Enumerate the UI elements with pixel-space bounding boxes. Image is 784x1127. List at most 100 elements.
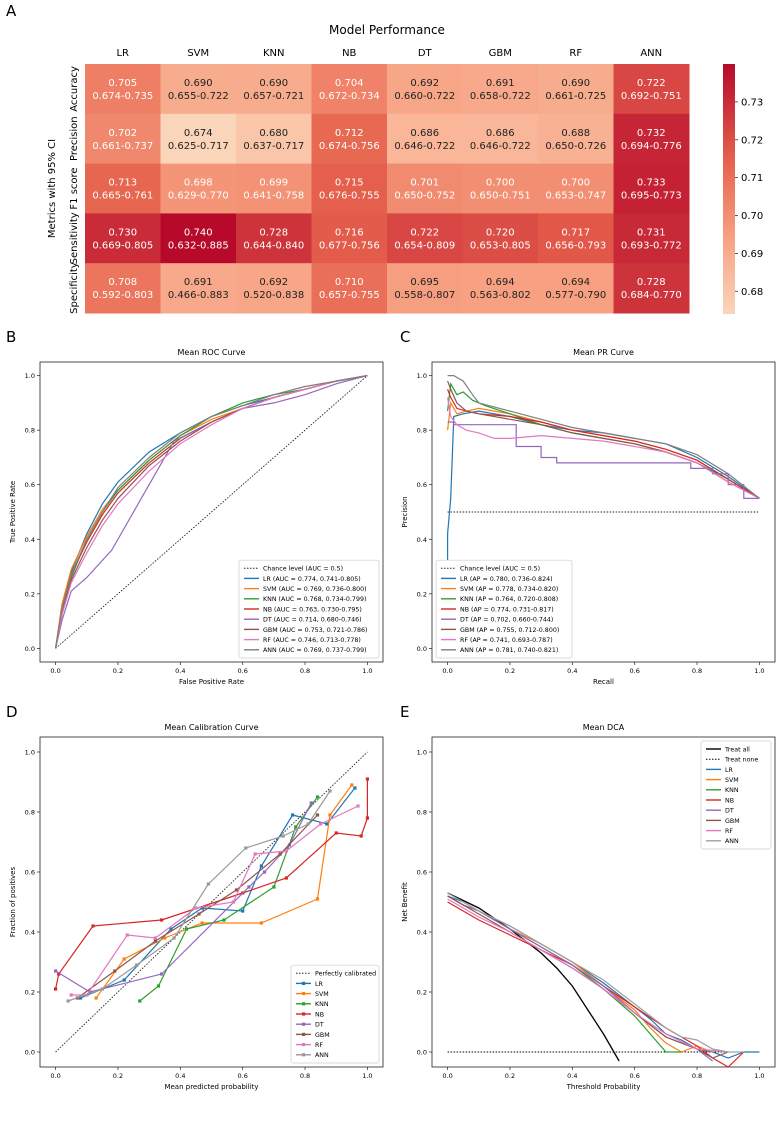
heatmap-cell — [462, 263, 539, 314]
series-marker — [294, 825, 298, 829]
series-marker — [306, 822, 310, 826]
cell-ci-label: 0.661-0.725 — [545, 91, 606, 102]
colorbar-tick-label: 0.69 — [741, 249, 763, 260]
series-marker — [66, 999, 70, 1003]
legend-label: GBM (AUC = 0.753, 0.721-0.786) — [263, 627, 368, 634]
heatmap-cell — [311, 163, 388, 214]
series-marker — [247, 885, 251, 889]
heatmap-cell — [613, 64, 690, 115]
cell-value-label: 0.712 — [335, 128, 364, 139]
legend-label: KNN — [315, 1001, 329, 1008]
heatmap-cell — [462, 213, 539, 264]
heatmap-cell — [236, 213, 312, 264]
series-marker — [222, 918, 226, 922]
row-label-sensitivity: Sensitivity — [69, 212, 80, 264]
plot-frame — [431, 361, 776, 663]
x-tick-label: 0.2 — [113, 667, 123, 675]
legend-label: ANN — [315, 1052, 329, 1059]
reference-line — [55, 375, 368, 649]
cell-value-label: 0.710 — [335, 277, 364, 288]
series-marker — [206, 882, 210, 886]
series-marker — [78, 996, 83, 1000]
legend-label: Perfectly calibrated — [315, 971, 376, 978]
pr-panel: Mean PR Curve 0.0 0.2 0.4 0.6 0.8 1.0 0.0 0.2 0.4… — [401, 348, 776, 686]
series-marker — [284, 876, 288, 880]
cell-ci-label: 0.654-0.809 — [394, 240, 455, 251]
legend-label: SVM (AP = 0.778, 0.734-0.820) — [460, 586, 558, 593]
series-marker — [113, 969, 117, 973]
x-tick-label: 0.0 — [442, 667, 452, 675]
legend-label: NB — [315, 1011, 324, 1018]
x-tick-label: 1.0 — [754, 667, 764, 675]
row-label-precision: Precision — [69, 116, 80, 161]
legend-label: SVM — [315, 991, 329, 998]
y-tick-label: 0.6 — [417, 869, 427, 877]
series-marker — [359, 834, 363, 838]
y-tick-label: 0.4 — [25, 536, 35, 544]
cell-value-label: 0.717 — [561, 227, 590, 238]
legend-label: DT — [725, 808, 734, 815]
x-axis-label: False Positive Rate — [179, 678, 244, 686]
series-marker — [353, 786, 357, 790]
heatmap-cell — [311, 213, 388, 264]
column-label-knn: KNN — [263, 48, 285, 59]
row-label-f1-score: F1 score — [69, 167, 80, 209]
y-tick-label: 0.0 — [25, 645, 35, 653]
cell-ci-label: 0.653-0.805 — [470, 240, 531, 251]
cell-value-label: 0.716 — [335, 227, 364, 238]
series-marker — [160, 918, 164, 922]
series-marker — [259, 864, 263, 868]
cell-ci-label: 0.657-0.755 — [319, 290, 380, 301]
y-axis-label: Net Benefit — [401, 882, 409, 922]
series-marker — [135, 963, 139, 967]
series-marker — [153, 939, 157, 943]
heatmap-ylabel: Metrics with 95% CI — [47, 139, 58, 238]
legend-label: RF (AP = 0.741, 0.693-0.787) — [460, 637, 553, 644]
heatmap-title: Model Performance — [329, 23, 445, 37]
cell-ci-label: 0.665-0.761 — [92, 191, 153, 202]
cell-ci-label: 0.669-0.805 — [92, 240, 153, 251]
legend-label: ANN — [725, 838, 739, 845]
legend-box — [700, 740, 772, 850]
legend-marker — [302, 1002, 306, 1006]
cell-ci-label: 0.650-0.752 — [394, 191, 455, 202]
cell-value-label: 0.722 — [637, 78, 666, 89]
series-marker — [122, 978, 126, 982]
x-tick-label: 0.8 — [692, 667, 702, 675]
y-tick-label: 0.4 — [417, 929, 427, 937]
x-tick-label: 0.2 — [505, 667, 515, 675]
y-tick-label: 1.0 — [417, 749, 427, 757]
series-line-gbm — [447, 380, 760, 499]
reference-line — [55, 751, 368, 1053]
cell-value-label: 0.699 — [259, 178, 288, 189]
series-line-dt — [55, 375, 368, 649]
heatmap-cell — [462, 64, 539, 115]
x-tick-label: 0.4 — [175, 667, 185, 675]
heatmap-cell — [538, 64, 614, 115]
cell-ci-label: 0.629-0.770 — [168, 191, 229, 202]
x-tick-label: 0.0 — [50, 1072, 60, 1080]
cell-value-label: 0.688 — [561, 128, 590, 139]
cell-ci-label: 0.695-0.773 — [621, 191, 682, 202]
series-marker — [184, 927, 189, 931]
legend-label: DT (AP = 0.702, 0.660-0.744) — [460, 617, 553, 624]
x-axis-label: Threshold Probability — [566, 1083, 641, 1091]
legend-label: GBM (AP = 0.755, 0.712-0.800) — [460, 627, 559, 634]
legend-label: KNN (AUC = 0.768, 0.734-0.799) — [263, 596, 366, 603]
cell-value-label: 0.708 — [108, 277, 137, 288]
heatmap-cell — [387, 113, 463, 165]
cell-ci-label: 0.655-0.722 — [168, 91, 229, 102]
series-marker — [53, 969, 58, 973]
series-marker — [91, 924, 95, 928]
legend-marker — [302, 1032, 306, 1036]
heatmap-cell — [160, 213, 237, 264]
heatmap-cell — [236, 263, 312, 314]
plot-frame — [39, 361, 384, 663]
cell-ci-label: 0.694-0.776 — [621, 141, 682, 152]
panel-letter-b: B — [6, 328, 16, 346]
series-marker — [153, 936, 157, 940]
cell-ci-label: 0.677-0.756 — [319, 240, 380, 251]
cell-ci-label: 0.632-0.885 — [168, 240, 229, 251]
legend-label: RF — [315, 1042, 323, 1049]
